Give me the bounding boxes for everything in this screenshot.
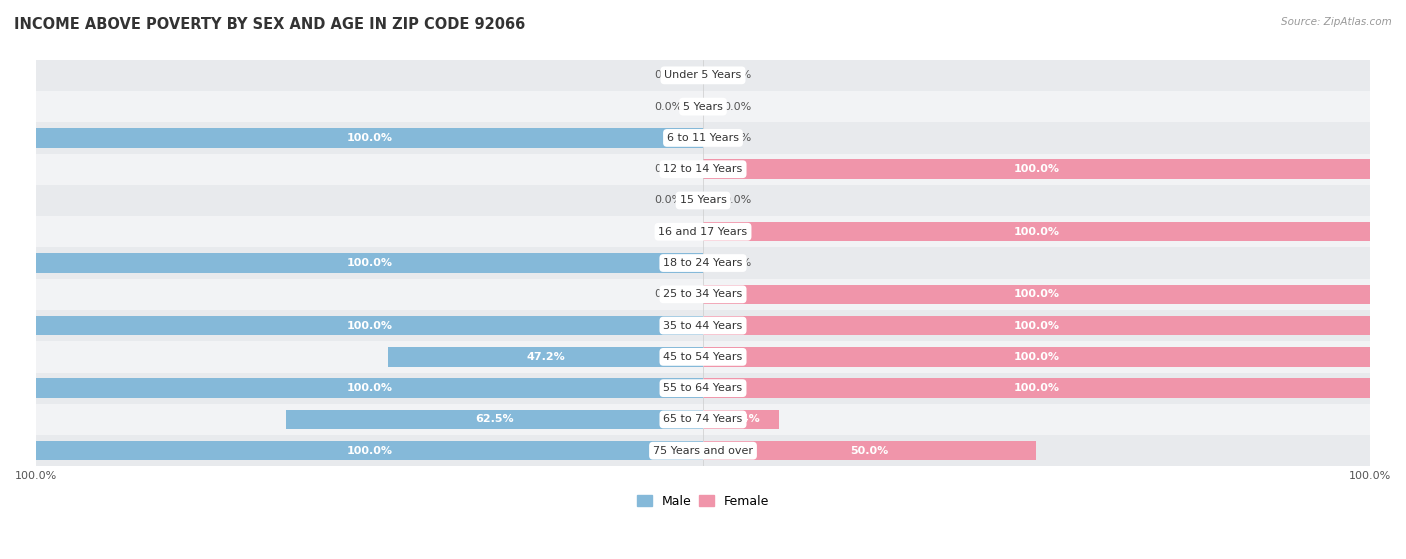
Text: 100.0%: 100.0% <box>346 321 392 330</box>
Bar <box>703 441 1036 461</box>
Bar <box>37 91 1369 122</box>
Text: 100.0%: 100.0% <box>346 383 392 393</box>
Bar <box>703 316 1369 335</box>
Bar <box>37 435 1369 466</box>
Bar <box>37 253 703 273</box>
Bar <box>37 248 1369 279</box>
Text: 62.5%: 62.5% <box>475 414 515 424</box>
Bar <box>37 185 1369 216</box>
Bar <box>37 341 1369 372</box>
Bar <box>37 60 1369 91</box>
Legend: Male, Female: Male, Female <box>631 490 775 513</box>
Text: 5 Years: 5 Years <box>683 102 723 112</box>
Text: 0.0%: 0.0% <box>655 196 683 206</box>
Bar <box>703 285 1369 304</box>
Bar <box>287 410 703 429</box>
Text: 75 Years and over: 75 Years and over <box>652 446 754 456</box>
Bar <box>703 410 779 429</box>
Text: 100.0%: 100.0% <box>1014 227 1060 237</box>
Bar <box>703 222 1369 241</box>
Text: INCOME ABOVE POVERTY BY SEX AND AGE IN ZIP CODE 92066: INCOME ABOVE POVERTY BY SEX AND AGE IN Z… <box>14 17 526 32</box>
Text: 0.0%: 0.0% <box>655 102 683 112</box>
Bar <box>37 128 703 148</box>
Text: 47.2%: 47.2% <box>526 352 565 362</box>
Text: 100.0%: 100.0% <box>1014 383 1060 393</box>
Bar <box>37 404 1369 435</box>
Bar <box>37 279 1369 310</box>
Bar <box>388 347 703 367</box>
Text: 100.0%: 100.0% <box>1014 352 1060 362</box>
Text: 0.0%: 0.0% <box>655 227 683 237</box>
Text: 0.0%: 0.0% <box>655 164 683 174</box>
Bar <box>37 216 1369 248</box>
Text: 0.0%: 0.0% <box>723 102 751 112</box>
Bar <box>37 316 703 335</box>
Text: 100.0%: 100.0% <box>346 446 392 456</box>
Text: 0.0%: 0.0% <box>723 258 751 268</box>
Text: 11.4%: 11.4% <box>721 414 761 424</box>
Bar <box>703 347 1369 367</box>
Text: 100.0%: 100.0% <box>346 258 392 268</box>
Text: 45 to 54 Years: 45 to 54 Years <box>664 352 742 362</box>
Bar <box>37 122 1369 154</box>
Text: 100.0%: 100.0% <box>1014 164 1060 174</box>
Text: 65 to 74 Years: 65 to 74 Years <box>664 414 742 424</box>
Text: 6 to 11 Years: 6 to 11 Years <box>666 133 740 143</box>
Text: 35 to 44 Years: 35 to 44 Years <box>664 321 742 330</box>
Text: 12 to 14 Years: 12 to 14 Years <box>664 164 742 174</box>
Text: 0.0%: 0.0% <box>723 196 751 206</box>
Text: 0.0%: 0.0% <box>723 133 751 143</box>
Bar <box>703 378 1369 398</box>
Text: 100.0%: 100.0% <box>1014 290 1060 299</box>
Text: 50.0%: 50.0% <box>851 446 889 456</box>
Text: Source: ZipAtlas.com: Source: ZipAtlas.com <box>1281 17 1392 27</box>
Text: 100.0%: 100.0% <box>346 133 392 143</box>
Text: 0.0%: 0.0% <box>723 70 751 80</box>
Bar <box>37 441 703 461</box>
Text: 55 to 64 Years: 55 to 64 Years <box>664 383 742 393</box>
Text: Under 5 Years: Under 5 Years <box>665 70 741 80</box>
Text: 15 Years: 15 Years <box>679 196 727 206</box>
Text: 18 to 24 Years: 18 to 24 Years <box>664 258 742 268</box>
Bar <box>703 159 1369 179</box>
Text: 0.0%: 0.0% <box>655 70 683 80</box>
Bar <box>37 310 1369 341</box>
Text: 25 to 34 Years: 25 to 34 Years <box>664 290 742 299</box>
Bar <box>37 154 1369 185</box>
Text: 0.0%: 0.0% <box>655 290 683 299</box>
Bar <box>37 372 1369 404</box>
Text: 100.0%: 100.0% <box>1014 321 1060 330</box>
Text: 16 and 17 Years: 16 and 17 Years <box>658 227 748 237</box>
Bar <box>37 378 703 398</box>
